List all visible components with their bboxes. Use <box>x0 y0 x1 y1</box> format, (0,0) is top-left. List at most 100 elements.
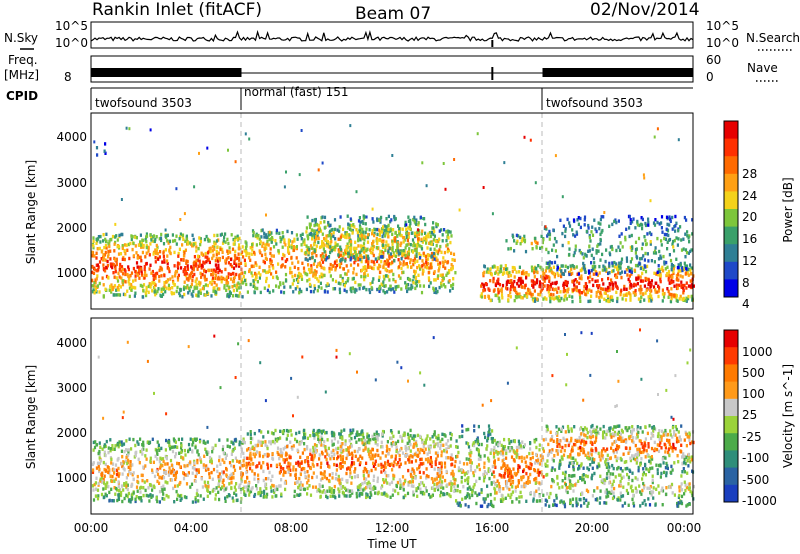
power-cell <box>182 269 185 274</box>
power-cell <box>435 222 438 226</box>
velocity-cell <box>363 476 366 481</box>
power-cell <box>605 248 608 252</box>
power-cell <box>566 217 569 222</box>
velocity-cell <box>341 477 344 481</box>
power-cell <box>550 296 553 300</box>
velocity-cell <box>182 471 185 475</box>
velocity-cell <box>292 444 295 448</box>
power-cell <box>579 299 582 303</box>
velocity-cell <box>111 447 115 451</box>
power-cell <box>621 245 624 249</box>
velocity-cell <box>326 461 329 465</box>
power-cell <box>365 227 368 231</box>
velocity-cell <box>274 437 277 441</box>
power-cell <box>233 259 236 263</box>
power-cell <box>145 251 148 255</box>
power-cell <box>312 229 316 233</box>
velocity-cell <box>219 462 222 466</box>
power-cell <box>421 272 424 276</box>
power-cell <box>579 225 582 230</box>
power-cell <box>446 249 449 254</box>
power-cell <box>113 284 116 288</box>
power-cell <box>525 294 528 299</box>
power-cell <box>215 256 218 260</box>
velocity-cell <box>188 447 191 451</box>
velocity-cell <box>227 476 230 480</box>
power-cell <box>588 280 591 284</box>
power-cell <box>639 275 642 279</box>
power-cell <box>595 229 598 234</box>
power-cell <box>294 273 297 278</box>
power-cb-tick-8: 8 <box>742 276 750 290</box>
velocity-cell <box>144 454 147 458</box>
power-cell <box>223 286 226 290</box>
power-cell <box>240 252 243 256</box>
power-cell <box>446 230 449 234</box>
power-cell <box>394 285 397 289</box>
velocity-cell <box>228 445 231 449</box>
velocity-cell <box>374 440 377 444</box>
power-cell <box>564 227 567 231</box>
power-cell <box>154 283 157 287</box>
velocity-cell <box>200 477 203 481</box>
power-cell <box>387 264 390 268</box>
power-cell <box>407 287 410 291</box>
power-cell <box>281 231 284 235</box>
power-outlier <box>193 185 196 189</box>
power-cell <box>556 290 559 294</box>
velocity-cell <box>266 462 269 466</box>
power-cell <box>629 218 632 222</box>
velocity-cell <box>440 462 443 466</box>
power-cell <box>153 239 156 243</box>
velocity-cell <box>222 470 225 474</box>
power-cell <box>270 254 273 258</box>
velocity-cell <box>309 448 312 452</box>
power-cell <box>413 215 416 220</box>
power-outlier <box>544 225 547 229</box>
velocity-cell <box>323 470 326 474</box>
power-cell <box>102 283 105 287</box>
power-cell <box>650 294 653 298</box>
velocity-cell <box>243 490 246 494</box>
power-cell <box>589 275 592 279</box>
power-cell <box>440 228 443 232</box>
power-cell <box>325 234 328 238</box>
power-cell <box>311 228 314 232</box>
power-cell <box>347 277 350 281</box>
power-cell <box>178 237 181 241</box>
power-cell <box>634 263 638 268</box>
power-cell <box>628 280 631 284</box>
velocity-cell <box>279 429 282 433</box>
velocity-cell <box>142 465 145 469</box>
power-cell <box>115 276 118 280</box>
velocity-cell <box>453 489 456 493</box>
velocity-cell <box>336 451 339 455</box>
power-cell <box>361 255 364 260</box>
velocity-cell <box>235 493 238 497</box>
velocity-cell <box>354 454 357 458</box>
power-cell <box>254 271 257 276</box>
power-cell <box>385 262 389 266</box>
power-cell <box>685 286 688 290</box>
power-cell <box>492 279 495 284</box>
velocity-cell <box>427 493 431 497</box>
velocity-cell <box>436 485 439 490</box>
power-cell <box>286 229 289 234</box>
velocity-cell <box>131 463 134 467</box>
power-cell <box>368 228 371 232</box>
power-cell <box>263 231 266 236</box>
velocity-cell <box>347 466 350 470</box>
velocity-cell <box>203 480 206 484</box>
power-cell <box>381 254 384 259</box>
power-cell <box>365 287 368 292</box>
velocity-cell <box>449 480 452 484</box>
power-outlier <box>183 212 186 216</box>
velocity-cell <box>158 448 161 452</box>
velocity-cell <box>204 447 207 451</box>
velocity-cell <box>429 445 432 450</box>
velocity-cell <box>306 492 309 496</box>
velocity-cell <box>152 460 155 464</box>
power-cell <box>355 228 358 232</box>
velocity-cell <box>211 450 214 454</box>
power-cell <box>292 278 295 283</box>
